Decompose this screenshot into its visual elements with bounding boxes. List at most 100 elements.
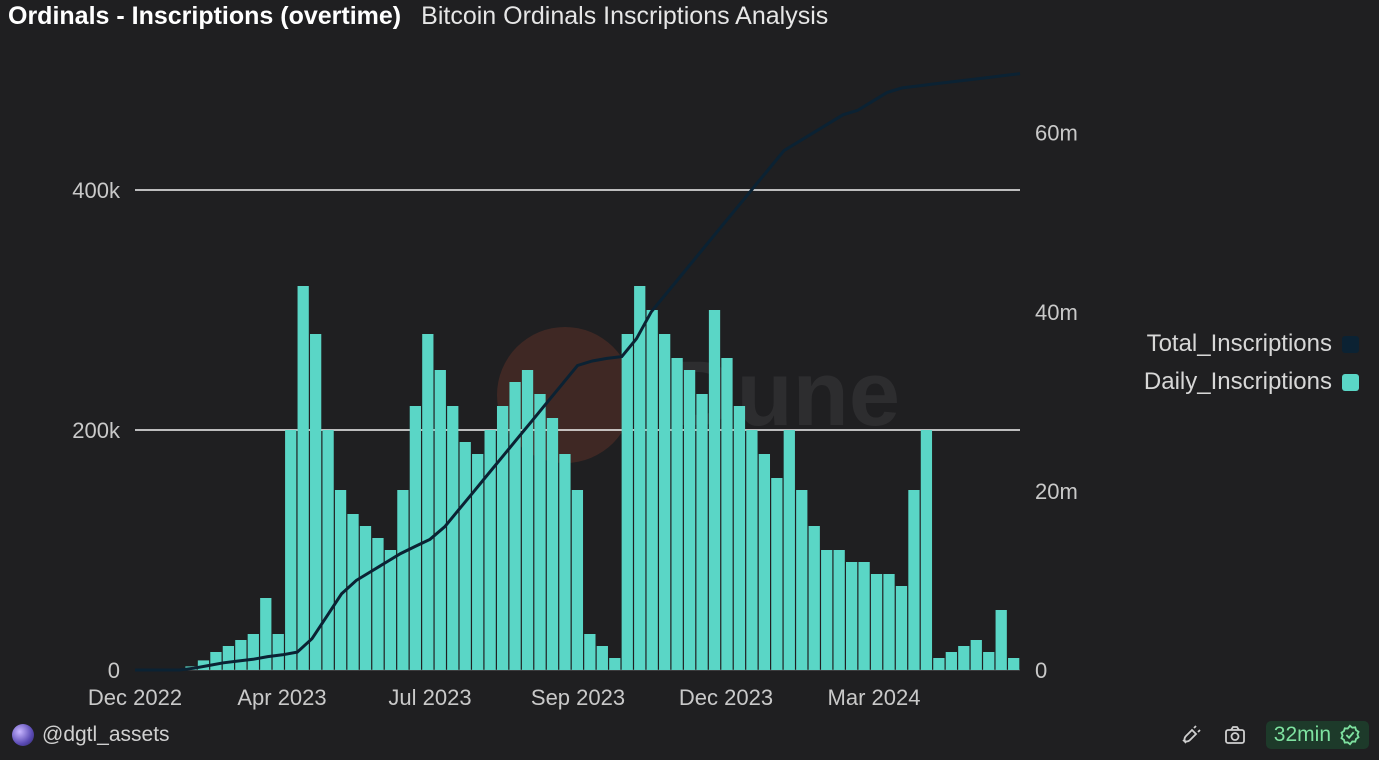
bar — [758, 454, 771, 670]
bar — [534, 394, 546, 670]
y-right-tick-label: 0 — [1035, 658, 1047, 683]
legend: Total_Inscriptions Daily_Inscriptions — [1144, 330, 1359, 396]
legend-label-daily: Daily_Inscriptions — [1143, 368, 1332, 395]
x-tick-label: Sep 2023 — [531, 685, 625, 710]
bar — [808, 526, 820, 670]
footer-actions: 32min — [1178, 718, 1369, 752]
chart-subtitle: Bitcoin Ordinals Inscriptions Analysis — [421, 2, 829, 30]
x-tick-label: Dec 2022 — [88, 685, 182, 710]
bar — [920, 430, 933, 670]
bar — [895, 586, 908, 670]
bar — [746, 430, 758, 670]
bar — [671, 358, 683, 670]
series-line — [135, 72, 1021, 672]
legend-item-daily[interactable]: Daily_Inscriptions — [1144, 368, 1359, 396]
bar — [908, 490, 920, 670]
bar — [222, 646, 235, 670]
bar — [397, 490, 409, 670]
bar — [322, 430, 334, 670]
y-left-tick-label: 200k — [72, 418, 121, 443]
bar — [496, 406, 509, 670]
daily-inscriptions-bars — [185, 286, 1020, 670]
bar — [247, 634, 259, 670]
bar — [970, 640, 982, 670]
y-right-tick-label: 40m — [1035, 300, 1078, 325]
avatar — [12, 724, 34, 746]
bar — [546, 418, 559, 670]
bar — [995, 610, 1007, 670]
bar — [621, 334, 633, 670]
bar — [596, 646, 608, 670]
legend-swatch-daily — [1342, 373, 1359, 391]
y-left-tick-label: 400k — [72, 178, 121, 203]
bar — [235, 640, 247, 670]
bar — [634, 286, 646, 670]
legend-swatch-total — [1342, 335, 1359, 353]
refresh-time-badge[interactable]: 32min — [1265, 721, 1369, 749]
legend-item-total[interactable]: Total_Inscriptions — [1147, 330, 1359, 358]
author-link[interactable]: @dgtl_assets — [12, 720, 170, 750]
bar — [646, 310, 658, 670]
bar — [384, 550, 397, 670]
bar — [459, 442, 471, 670]
bar — [683, 370, 696, 670]
bar — [297, 286, 309, 670]
bar — [447, 406, 459, 670]
bar — [484, 430, 496, 670]
bar — [796, 490, 808, 670]
refresh-time-label: 32min — [1273, 723, 1331, 746]
bar — [559, 454, 571, 670]
x-axis: Dec 2022 Apr 2023 Jul 2023 Sep 2023 Dec 2023… — [88, 685, 921, 710]
bar — [434, 370, 446, 670]
watermark-text: Dune — [670, 343, 900, 445]
bar — [260, 598, 272, 670]
bar — [571, 490, 584, 670]
verified-check-icon — [1340, 724, 1360, 746]
bar — [584, 634, 596, 670]
bar — [945, 652, 957, 670]
legend-label-total: Total_Inscriptions — [1146, 330, 1332, 357]
bar — [310, 334, 322, 670]
author-handle: @dgtl_assets — [42, 723, 170, 746]
y-right-tick-label: 60m — [1035, 121, 1078, 146]
bar — [334, 490, 347, 670]
bar — [883, 574, 895, 670]
refresh-icon[interactable] — [1178, 722, 1204, 748]
bar — [347, 514, 359, 670]
bar — [509, 382, 521, 670]
bar — [721, 358, 733, 670]
bar — [272, 634, 284, 670]
bar — [958, 646, 970, 670]
bar — [359, 526, 372, 670]
bar — [372, 538, 384, 670]
bar — [285, 430, 297, 670]
y-right-tick-label: 20m — [1035, 479, 1078, 504]
bar — [696, 394, 708, 670]
bar — [1008, 658, 1020, 670]
bar — [845, 562, 858, 670]
bar — [870, 574, 883, 670]
total-inscriptions-line — [135, 72, 1021, 672]
bar — [771, 478, 783, 670]
x-tick-label: Apr 2023 — [237, 685, 326, 710]
bar — [733, 406, 746, 670]
bar — [409, 406, 421, 670]
bar — [983, 652, 995, 670]
x-tick-label: Jul 2023 — [388, 685, 471, 710]
camera-icon[interactable] — [1222, 722, 1248, 748]
bar — [659, 334, 671, 670]
bar — [472, 454, 484, 670]
bar — [422, 334, 434, 670]
bar — [858, 562, 870, 670]
bar — [210, 652, 222, 670]
left-y-axis: 0 200k 400k — [72, 178, 121, 683]
y-left-tick-label: 0 — [108, 658, 120, 683]
bar — [821, 550, 833, 670]
chart-title: Ordinals - Inscriptions (overtime) — [8, 2, 402, 30]
x-tick-label: Dec 2023 — [679, 685, 773, 710]
right-y-axis: 0 20m 40m 60m — [1035, 121, 1078, 683]
bar — [833, 550, 845, 670]
bar — [933, 658, 945, 670]
bar — [783, 430, 795, 670]
